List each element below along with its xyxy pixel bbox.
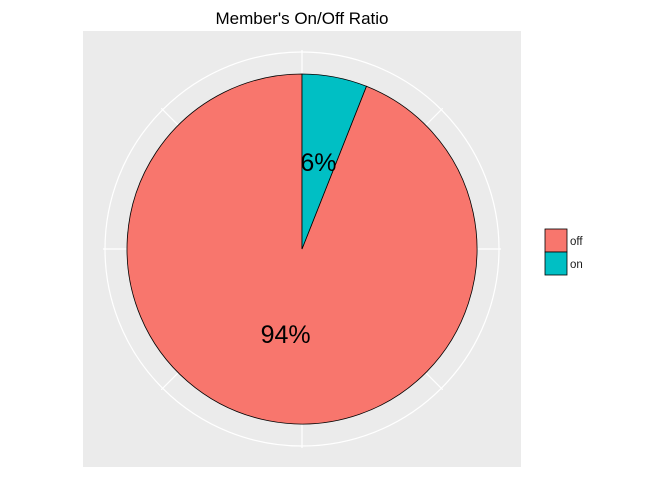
slice-label-off: 94%	[261, 321, 311, 349]
pie-slices	[126, 73, 478, 425]
slice-labels: 94% 6%	[261, 149, 337, 349]
legend-label-on: on	[570, 259, 583, 271]
slice-label-on: 6%	[300, 149, 336, 177]
legend-key-off	[544, 228, 568, 253]
legend-key-on	[544, 251, 568, 276]
legend-label-off: off	[570, 236, 583, 248]
chart-title: Member's On/Off Ratio	[216, 9, 389, 28]
legend: off on	[544, 228, 583, 276]
slice-on	[301, 73, 367, 250]
